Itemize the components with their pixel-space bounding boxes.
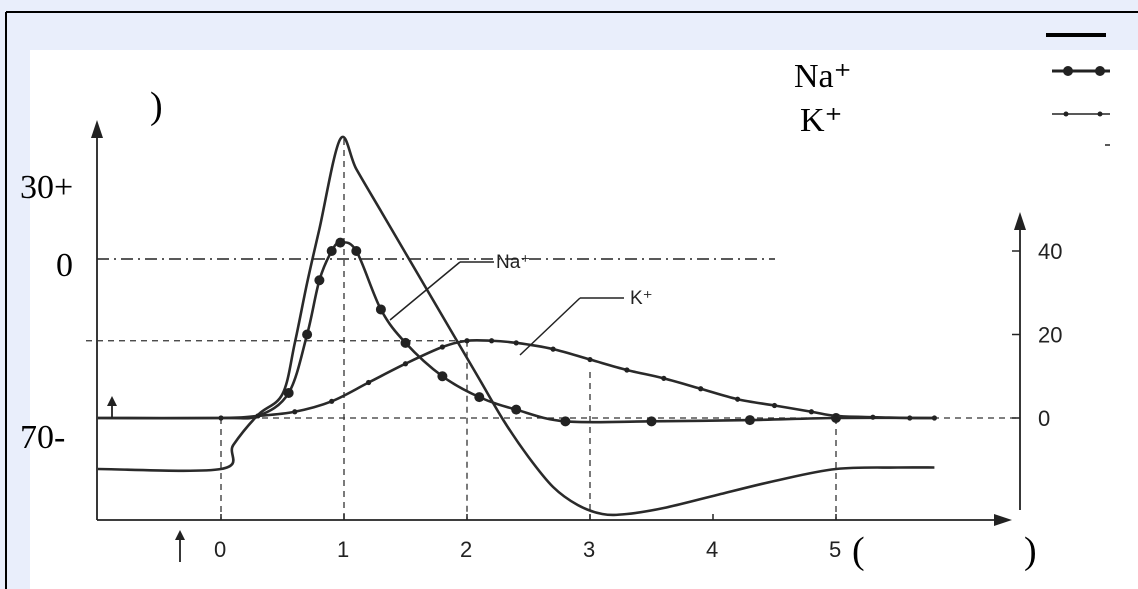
k-data-point [329,398,335,404]
paren-fragment-top: ) [150,85,163,127]
legend-label-na: Na⁺ [794,58,852,95]
na-leader-line [389,261,461,321]
k-conductance-curve [97,338,935,420]
k-data-point [464,338,470,344]
na-data-point [375,304,386,315]
k-data-point [402,361,409,367]
na-conductance-curve [97,241,935,424]
y-left-tick-label: 30+ [20,169,73,206]
membrane-potential-curve [97,135,935,517]
k-data-point [292,409,298,415]
k-data-point [550,346,556,352]
na-data-point [283,387,294,398]
paren-fragment-close: ) [1024,530,1037,572]
x-tick-label: 5 [829,537,841,562]
k-data-point [698,386,704,392]
k-data-point [587,356,593,363]
x-axis-arrow [994,514,1012,526]
legend-marker-na [1095,66,1105,76]
k-data-point [218,415,224,421]
legend-marker-k [1097,111,1103,117]
na-data-point [335,237,346,248]
x-tick-label: 4 [706,537,718,562]
stimulus-markers [107,396,185,562]
curve-labels: Na⁺ K⁺ [389,252,653,356]
k-data-point [255,413,261,419]
k-data-point [931,415,938,421]
y-right-tick-label: 40 [1038,239,1062,264]
na-data-point [302,329,313,340]
k-leader-line [519,297,581,356]
na-data-point [437,371,448,382]
legend: Na⁺ K⁺ [794,33,1110,146]
y-left-tick-label: 70- [20,419,65,456]
na-data-point [326,246,337,256]
k-data-point [735,396,741,402]
k-data-point [439,344,445,350]
paren-fragment-open: ( [852,530,865,572]
legend-marker-k [1063,111,1069,117]
legend-label-k: K⁺ [800,102,843,139]
x-tick-label: 1 [337,537,349,562]
legend-marker-na [1063,66,1073,76]
k-curve-label: K⁺ [630,288,653,309]
na-curve-label: Na⁺ [496,252,530,273]
x-tick-label: 0 [214,537,226,562]
y-right-tick-label: 20 [1038,323,1062,348]
y-axis-right-arrow [1014,212,1026,230]
y-axis-left-arrow [91,120,103,138]
k-data-point [624,367,630,373]
na-data-point [400,337,411,348]
k-data-point [833,413,839,419]
na-data-point [511,404,522,415]
k-data-point [907,415,913,421]
y-left-tick-label: 0 [56,247,73,284]
x-tick-label: 2 [460,537,472,562]
na-data-point [560,416,571,427]
k-data-point [661,375,667,381]
axes [91,120,1026,526]
k-data-point [489,338,495,344]
na-data-point [474,392,485,403]
k-data-point [808,409,815,415]
na-data-point [314,275,325,286]
k-data-point [513,340,519,346]
up-arrow-icon [175,530,185,540]
y-right-tick-label: 0 [1038,406,1050,431]
plot-panel [30,50,1138,589]
k-data-point [771,402,778,409]
na-data-point [744,415,755,426]
tick-labels: 0 1 2 3 4 5 30+ 0 70- 40 20 0 [20,169,1062,562]
na-data-point [351,246,362,256]
series-layer [97,135,938,517]
x-tick-label: 3 [583,537,595,562]
na-data-point [646,416,657,427]
k-data-point [870,414,876,420]
up-arrow-icon [107,396,117,406]
k-data-point [366,379,372,386]
